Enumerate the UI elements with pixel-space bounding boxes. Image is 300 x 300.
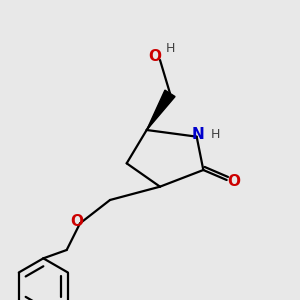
Text: O: O — [227, 174, 240, 189]
Text: H: H — [210, 128, 220, 142]
Text: N: N — [192, 128, 205, 142]
Text: O: O — [148, 49, 161, 64]
Polygon shape — [147, 90, 175, 130]
Text: O: O — [70, 214, 83, 229]
Text: H: H — [165, 42, 175, 55]
